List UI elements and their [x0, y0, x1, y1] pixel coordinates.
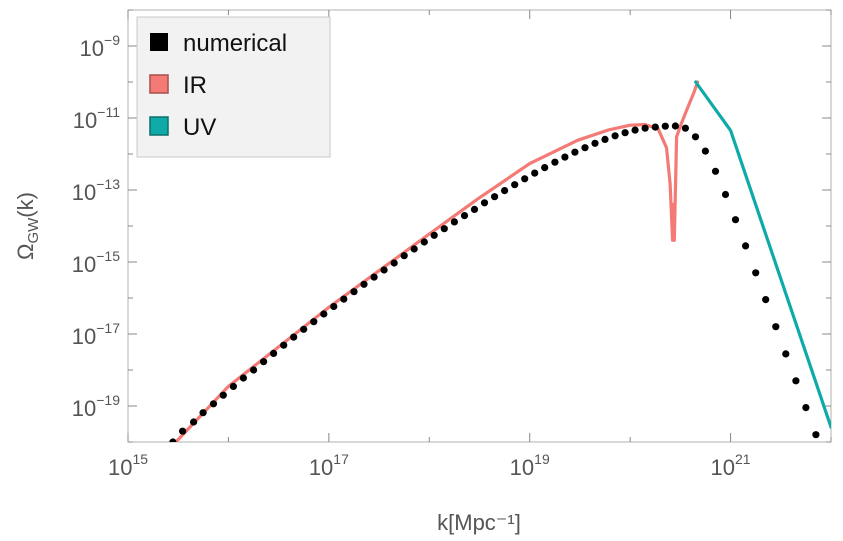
series-point-numerical — [701, 147, 710, 155]
series-point-numerical — [691, 133, 700, 141]
series-point-numerical — [400, 252, 408, 260]
series-point-numerical — [460, 212, 469, 220]
series-point-numerical — [450, 218, 458, 226]
series-point-numerical — [250, 366, 258, 374]
axis-tick-labels: 1015 1017 1019 1021 10−19 10−17 10−15 10−13 10−1… — [72, 32, 751, 480]
y-tick-label: 10−15 — [72, 248, 120, 277]
y-tick-label: 10−9 — [80, 32, 121, 61]
series-point-numerical — [380, 266, 388, 274]
series-point-numerical — [591, 139, 599, 147]
series-point-numerical — [410, 245, 418, 253]
y-tick-label: 10−19 — [72, 392, 120, 421]
series-point-numerical — [420, 238, 428, 246]
series-point-numerical — [631, 126, 639, 134]
series-point-numerical — [179, 427, 187, 435]
series-point-numerical — [661, 122, 669, 130]
series-point-numerical — [430, 231, 438, 239]
series-point-numerical — [822, 458, 829, 465]
series-point-numerical — [290, 333, 298, 341]
series-point-numerical — [671, 122, 680, 130]
series-point-numerical — [772, 323, 780, 331]
series-point-numerical — [802, 404, 810, 412]
series-point-numerical — [731, 216, 740, 224]
series-point-numerical — [260, 358, 268, 366]
x-tick-label: 1017 — [309, 451, 349, 480]
legend-swatch-ir — [149, 74, 169, 94]
legend-label-ir: IR — [183, 72, 207, 99]
series-line-uv — [694, 80, 831, 429]
y-tick-label: 10−13 — [72, 176, 120, 205]
series-point-numerical — [199, 409, 207, 417]
series-point-numerical — [480, 199, 489, 207]
y-axis-label-sub: GW — [25, 217, 42, 244]
series-point-numerical — [310, 318, 318, 326]
series-point-numerical — [581, 144, 589, 152]
series-point-numerical — [270, 349, 278, 357]
series-point-numerical — [721, 190, 730, 199]
series-point-numerical — [330, 302, 338, 311]
series-point-numerical — [320, 310, 328, 318]
series-point-numerical — [370, 273, 378, 281]
series-point-numerical — [360, 280, 368, 288]
series-layer — [169, 80, 831, 465]
series-point-numerical — [209, 400, 218, 408]
series-point-numerical — [350, 288, 358, 296]
series-point-numerical — [470, 205, 479, 213]
series-point-numerical — [762, 296, 770, 304]
series-point-numerical — [521, 175, 529, 183]
x-axis-label: k[Mpc⁻¹] — [437, 510, 521, 535]
series-point-numerical — [239, 374, 247, 382]
series-point-numerical — [300, 325, 308, 333]
x-tick-label: 1021 — [711, 451, 751, 480]
series-point-numerical — [752, 269, 760, 277]
series-point-numerical — [551, 158, 559, 166]
series-point-numerical — [340, 295, 348, 303]
series-point-numerical — [782, 350, 790, 358]
series-point-numerical — [440, 225, 448, 233]
series-point-numerical — [711, 167, 720, 175]
series-point-numerical — [280, 341, 288, 349]
series-point-numerical — [601, 135, 609, 143]
series-point-numerical — [571, 148, 579, 156]
y-axis-label: ΩGW(k) — [13, 192, 42, 260]
series-point-numerical — [621, 129, 629, 137]
legend-label-uv: UV — [183, 114, 216, 141]
legend-box — [136, 16, 331, 158]
series-point-numerical — [229, 382, 237, 390]
axis-ticks — [127, 9, 832, 443]
legend-swatch-uv — [149, 116, 169, 136]
y-tick-label: 10−17 — [72, 320, 120, 349]
y-axis-label-tail: (k) — [13, 192, 38, 218]
legend: numerical IR UV — [136, 16, 331, 158]
y-tick-label: 10−11 — [73, 104, 120, 133]
series-point-numerical — [742, 242, 750, 250]
series-point-numerical — [531, 169, 539, 177]
series-point-numerical — [219, 391, 227, 399]
series-point-numerical — [491, 193, 499, 201]
series-point-numerical — [511, 181, 519, 189]
series-point-numerical — [792, 377, 800, 385]
series-point-numerical — [390, 259, 398, 267]
series-point-numerical — [561, 153, 569, 161]
series-point-numerical — [169, 438, 177, 442]
series-point-numerical — [641, 124, 649, 132]
series-point-numerical — [812, 431, 820, 439]
series-point-numerical — [541, 164, 549, 172]
series-point-numerical — [681, 124, 690, 132]
x-tick-label: 1015 — [108, 451, 148, 480]
series-point-numerical — [611, 132, 619, 140]
legend-swatch-numerical — [150, 33, 168, 51]
series-point-numerical — [501, 187, 509, 195]
series-point-numerical — [190, 418, 198, 426]
series-point-numerical — [651, 123, 659, 131]
legend-label-numerical: numerical — [183, 30, 287, 57]
x-tick-label: 1019 — [510, 451, 550, 480]
y-axis-label-main: Ω — [13, 244, 38, 260]
